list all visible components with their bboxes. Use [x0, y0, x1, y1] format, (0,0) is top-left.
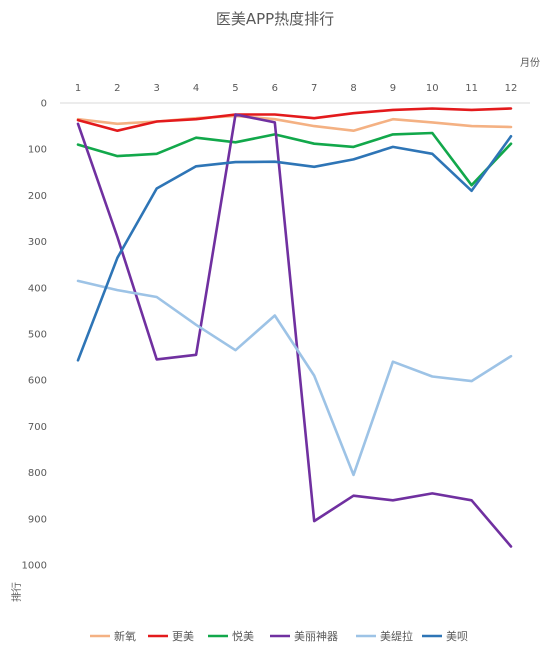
legend-label: 美缇拉	[380, 629, 413, 643]
chart-title: 医美APP热度排行	[216, 10, 334, 28]
x-tick-label: 5	[232, 83, 238, 94]
legend-label: 悦美	[232, 629, 254, 643]
x-tick-label: 6	[272, 83, 278, 94]
y-tick-label: 500	[28, 330, 47, 341]
legend-label: 美丽神器	[294, 629, 338, 643]
y-tick-label: 100	[28, 145, 47, 156]
y-tick-label: 400	[28, 283, 47, 294]
y-axis-label: 排行	[10, 582, 23, 602]
series-lines	[76, 107, 513, 548]
x-tick-label: 8	[350, 83, 356, 94]
y-tick-label: 600	[28, 376, 47, 387]
x-tick-label: 10	[426, 83, 439, 94]
y-tick-label: 800	[28, 468, 47, 479]
series-line-6	[76, 135, 513, 362]
legend-label: 更美	[172, 630, 194, 643]
series-line-5	[76, 279, 513, 477]
x-tick-label: 7	[311, 83, 317, 94]
x-tick-label: 4	[193, 83, 199, 94]
x-tick-label: 3	[154, 83, 160, 94]
x-tick-labels: 1 2 3 4 5 6 7 8 9 10 11 12	[75, 83, 518, 94]
y-tick-label: 200	[28, 191, 47, 202]
legend: 新氧 更美 悦美 美丽神器 美缇拉 美呗	[90, 629, 468, 643]
legend-label: 新氧	[114, 629, 136, 643]
y-tick-labels: 0 100 200 300 400 500 600 700 800 900 1000	[22, 99, 47, 572]
x-tick-label: 11	[465, 83, 478, 94]
x-tick-label: 2	[114, 83, 120, 94]
series-line-1	[76, 114, 513, 132]
series-line-4	[76, 113, 513, 548]
y-tick-label: 1000	[22, 561, 47, 572]
series-line-3	[76, 131, 513, 187]
y-tick-label: 0	[41, 99, 47, 110]
x-axis-label: 月份	[520, 57, 540, 69]
y-tick-label: 300	[28, 237, 47, 248]
legend-label: 美呗	[446, 630, 468, 643]
x-tick-label: 1	[75, 83, 81, 94]
x-tick-label: 12	[505, 83, 518, 94]
series-line-2	[76, 107, 513, 132]
y-tick-label: 900	[28, 514, 47, 525]
x-tick-label: 9	[390, 83, 396, 94]
y-tick-label: 700	[28, 422, 47, 433]
